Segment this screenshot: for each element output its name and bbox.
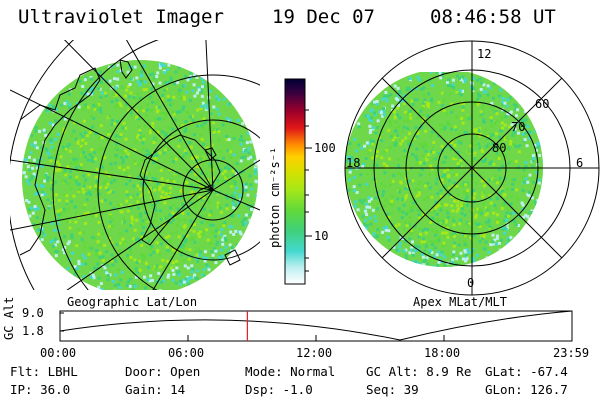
mlat-label-70: 70 [511,120,526,134]
altitude-xtick-12: 12:00 [296,346,333,360]
mlt-label-6: 6 [576,156,584,170]
status-glat: GLat: -67.4 [485,364,568,379]
colorbar-unit-label: photon cm⁻²s⁻¹ [268,146,282,248]
right-panel-caption: Apex MLat/MLT [413,295,507,309]
status-mode: Mode: Normal [245,364,336,379]
status-gain: Gain: 14 [125,382,186,397]
altitude-ytick-9: 9.0 [22,306,44,320]
altitude-xtick-6: 06:00 [168,346,205,360]
colorbar-tick-100: 100 [314,141,336,155]
status-glon: GLon: 126.7 [485,382,568,397]
date-label: 19 Dec 07 [272,6,375,28]
mlt-label-0: 0 [467,276,475,290]
instrument-title: Ultraviolet Imager [18,6,224,28]
time-label: 08:46:58 UT [430,6,556,28]
status-door: Door: Open [125,364,201,379]
left-panel-caption: Geographic Lat/Lon [67,295,198,309]
altitude-curve [59,310,573,341]
status-gc-alt: GC Alt: 8.9 Re [366,364,472,379]
altitude-ylabel: GC Alt [2,296,16,340]
mlat-label-60: 60 [535,97,550,111]
altitude-xtick-18: 18:00 [424,346,461,360]
colorbar-tick-10: 10 [314,229,329,243]
mlt-label-18: 18 [346,156,361,170]
status-dsp: Dsp: -1.0 [245,382,313,397]
altitude-xtick-end: 23:59 [553,346,590,360]
mlat-label-80: 80 [492,141,507,155]
status-seq: Seq: 39 [366,382,419,397]
mlt-label-12: 12 [477,47,492,61]
altitude-ytick-1: 1.8 [22,324,44,338]
altitude-xtick-0: 00:00 [40,346,77,360]
status-ip: IP: 36.0 [10,382,71,397]
colorbar-gradient [284,78,306,285]
status-flt: Flt: LBHL [10,364,78,379]
